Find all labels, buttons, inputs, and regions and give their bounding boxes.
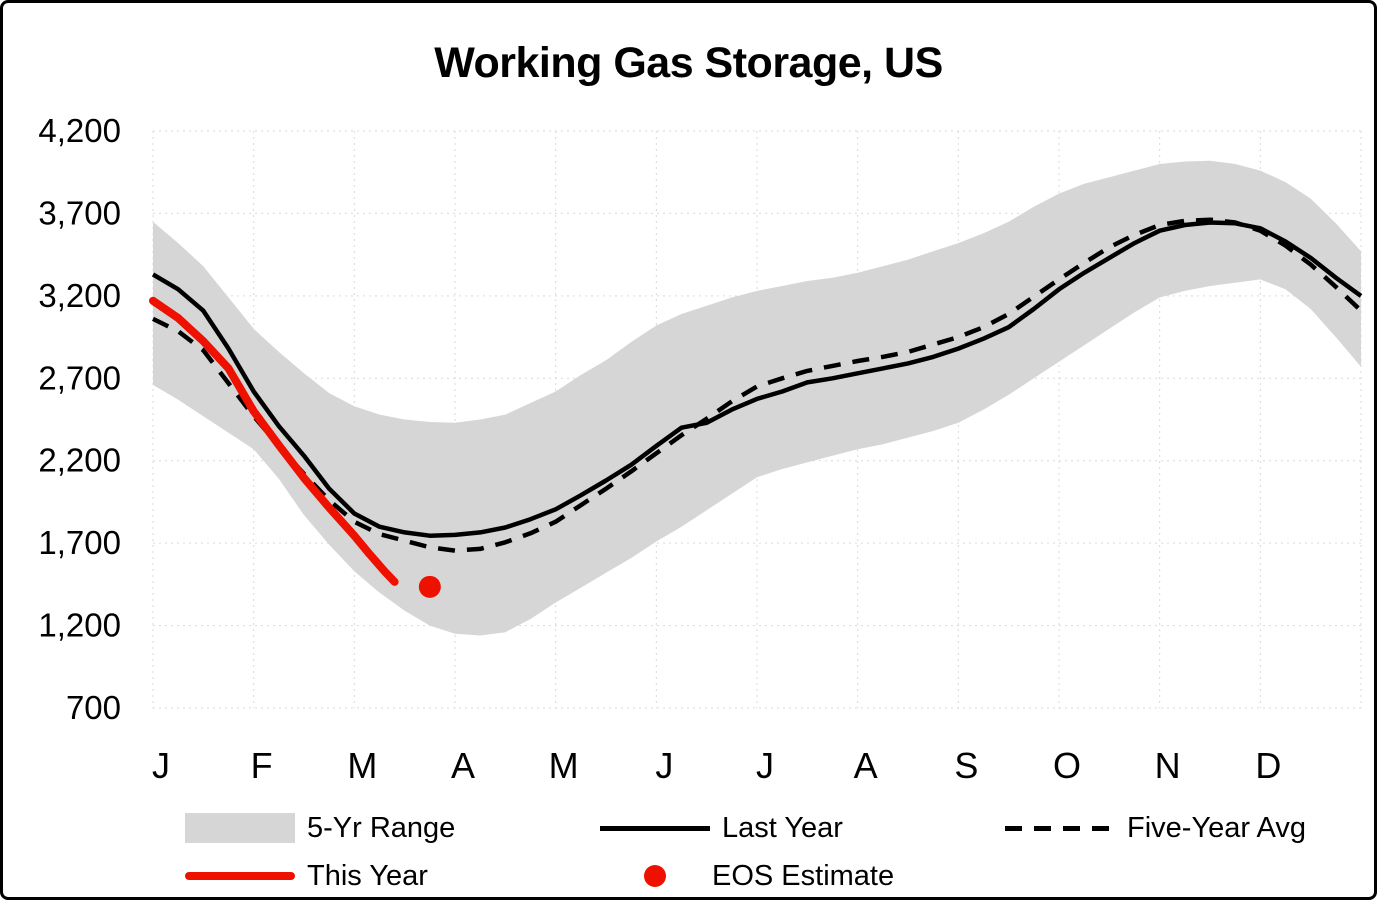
- dashed-line-swatch-icon: [1005, 825, 1115, 831]
- x-month-label: F: [251, 745, 273, 786]
- x-month-label: S: [954, 745, 978, 786]
- legend-label-five-year-avg: Five-Year Avg: [1127, 811, 1306, 844]
- series-last-year-line: [151, 220, 1363, 538]
- legend-label-last-year: Last Year: [722, 811, 843, 844]
- range-swatch-icon: [185, 813, 295, 843]
- x-month-label: J: [655, 745, 673, 786]
- solid-line-swatch-icon: [600, 825, 710, 831]
- y-tick-label: 2,200: [38, 442, 121, 479]
- y-tick-label: 2,700: [38, 359, 121, 396]
- red-dot-swatch-icon: [644, 865, 666, 887]
- legend-item-this-year: This Year: [185, 854, 428, 897]
- legend-item-five-year-avg: Five-Year Avg: [1005, 806, 1306, 850]
- x-month-label: M: [347, 745, 377, 786]
- x-month-label: J: [756, 745, 774, 786]
- legend-label-5yr-range: 5-Yr Range: [307, 811, 456, 844]
- y-tick-label: 700: [66, 689, 121, 726]
- x-month-label: O: [1053, 745, 1081, 786]
- red-line-swatch-icon: [185, 872, 295, 880]
- x-month-label: A: [451, 745, 475, 786]
- x-month-label: M: [549, 745, 579, 786]
- y-tick-label: 1,200: [38, 607, 121, 644]
- x-month-label: D: [1255, 745, 1281, 786]
- eos-estimate-dot: [418, 575, 441, 598]
- y-tick-label: 1,700: [38, 524, 121, 561]
- series-this-year-line: [149, 296, 399, 586]
- chart-plot: 700 1,200 1,700 2,200 2,700 3,200 3,700 4,200 J F…: [38, 112, 1363, 786]
- x-month-label: N: [1155, 745, 1181, 786]
- x-month-label: A: [854, 745, 878, 786]
- legend-item-5yr-range: 5-Yr Range: [185, 806, 455, 850]
- legend-label-this-year: This Year: [307, 859, 428, 892]
- legend-item-last-year: Last Year: [600, 806, 843, 850]
- legend-item-eos-estimate: EOS Estimate: [600, 854, 895, 897]
- legend-label-eos-estimate: EOS Estimate: [712, 859, 895, 892]
- x-month-label: J: [152, 745, 170, 786]
- chart-title: Working Gas Storage, US: [434, 39, 943, 87]
- y-tick-label: 3,700: [38, 194, 121, 231]
- y-tick-label: 4,200: [38, 112, 121, 149]
- y-tick-label: 3,200: [38, 277, 121, 314]
